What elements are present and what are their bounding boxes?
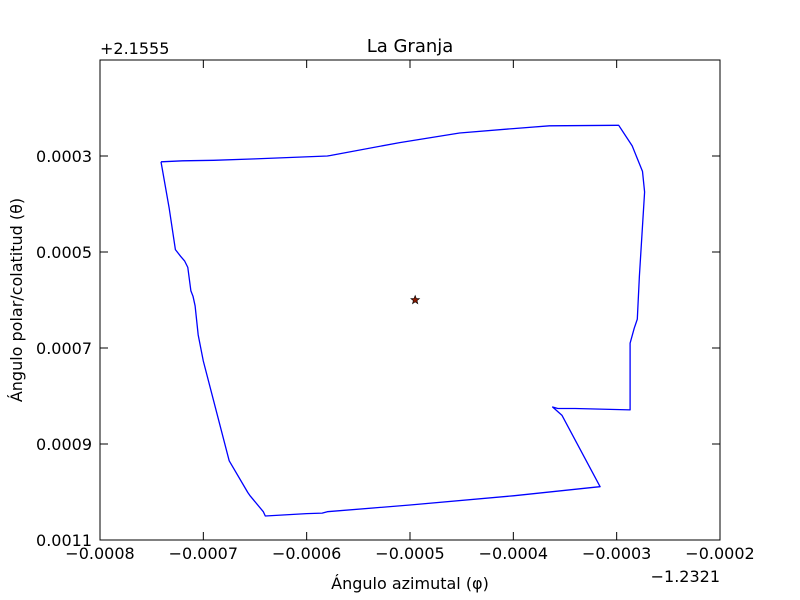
x-tick-label: −0.0002 — [685, 544, 754, 563]
series-line — [160, 124, 646, 517]
y-tick-label: 0.0011 — [36, 531, 92, 550]
x-axis-label: Ángulo azimutal (φ) — [331, 574, 489, 593]
plot-area — [160, 124, 646, 517]
x-tick-label: −0.0008 — [65, 544, 134, 563]
star-marker — [410, 294, 421, 305]
y-tick-label: 0.0003 — [36, 147, 92, 166]
x-tick-label: −0.0007 — [169, 544, 238, 563]
axis-ticks: −0.0008 −0.0007 −0.0006 −0.0005 −0.0004 −0.00… — [36, 60, 755, 563]
y-tick-label: 0.0009 — [36, 435, 92, 454]
x-tick-label: −0.0006 — [272, 544, 341, 563]
x-tick-label: −0.0004 — [479, 544, 548, 563]
x-tick-label: −0.0003 — [582, 544, 651, 563]
y-offset-label: +2.1555 — [100, 39, 169, 58]
x-tick-label: −0.0005 — [375, 544, 444, 563]
y-axis-label: Ángulo polar/colatitud (θ) — [7, 198, 26, 402]
chart-title: La Granja — [367, 36, 454, 57]
y-tick-label: 0.0007 — [36, 339, 92, 358]
y-tick-label: 0.0005 — [36, 243, 92, 262]
x-offset-label: −1.2321 — [651, 567, 720, 586]
plot-frame — [99, 59, 721, 541]
